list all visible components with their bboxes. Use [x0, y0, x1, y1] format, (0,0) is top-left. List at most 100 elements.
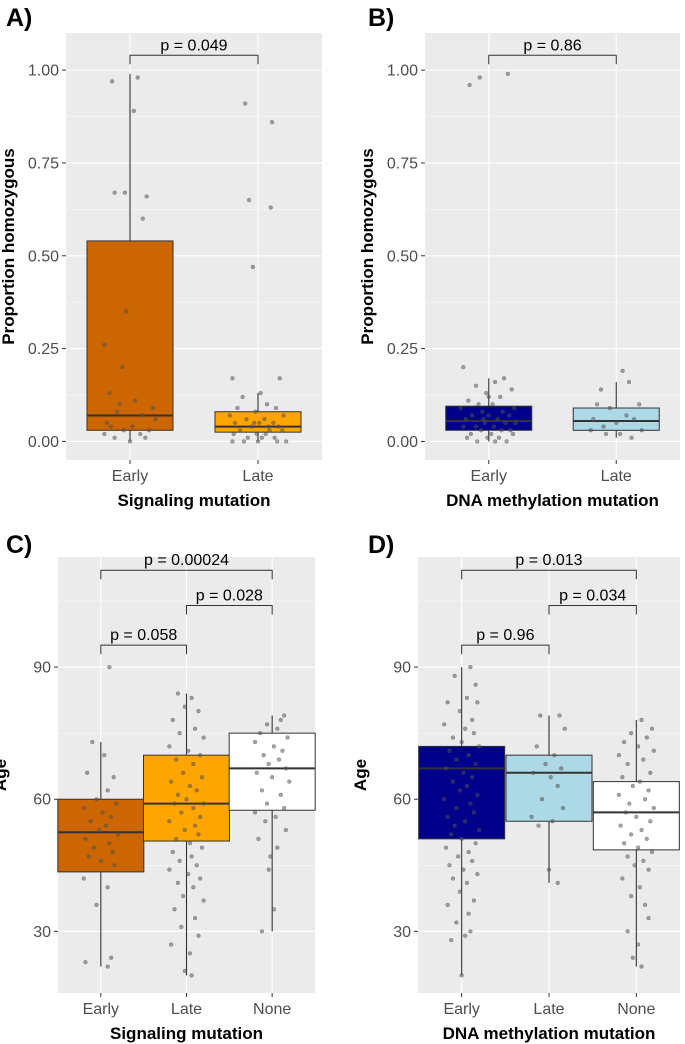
data-point: [175, 792, 181, 797]
data-point: [194, 788, 199, 793]
box-none: [228, 732, 316, 811]
y-tick-label: 0.50: [28, 248, 59, 265]
data-point: [454, 920, 459, 925]
data-point: [262, 417, 267, 422]
y-tick-label: 30: [393, 924, 411, 941]
data-point: [482, 420, 488, 426]
data-point: [102, 342, 107, 348]
data-point: [463, 417, 468, 422]
data-point: [81, 805, 86, 811]
data-point: [623, 810, 629, 815]
data-point: [243, 101, 248, 106]
data-point: [499, 428, 504, 433]
data-point: [192, 726, 198, 731]
data-point: [196, 933, 201, 938]
panel-b: 0.00 0.25 0.50 0.75 1.00 Early Late p = 0.86 DNA…: [358, 4, 680, 510]
data-point: [510, 431, 516, 437]
data-point: [275, 439, 280, 444]
data-point: [634, 814, 639, 819]
data-point: [620, 775, 625, 780]
data-point: [480, 409, 485, 414]
data-point: [461, 867, 466, 872]
data-point: [135, 75, 140, 80]
data-point: [230, 439, 235, 444]
data-point: [476, 402, 481, 407]
data-point: [271, 420, 276, 426]
data-point: [624, 413, 629, 418]
data-point: [282, 713, 287, 718]
data-point: [475, 871, 480, 877]
data-point: [635, 942, 641, 947]
data-point: [489, 431, 494, 437]
data-point: [471, 810, 477, 815]
data-point: [464, 880, 470, 886]
data-point: [194, 863, 199, 868]
data-point: [230, 376, 235, 381]
data-point: [492, 439, 498, 444]
data-point: [639, 827, 644, 833]
data-point: [261, 753, 266, 758]
data-point: [632, 863, 637, 868]
data-point: [278, 792, 283, 797]
data-point: [140, 216, 145, 221]
data-point: [88, 819, 93, 824]
data-point: [96, 827, 102, 833]
data-point: [476, 744, 482, 749]
data-point: [464, 783, 470, 789]
x-tick-label: Early: [471, 468, 507, 485]
data-point: [459, 739, 464, 745]
data-point: [170, 717, 175, 723]
data-point: [648, 819, 653, 824]
data-point: [550, 819, 555, 824]
data-point: [81, 876, 86, 881]
data-point: [445, 700, 450, 705]
data-point: [107, 664, 112, 670]
data-point: [443, 766, 449, 771]
data-point: [184, 797, 189, 802]
data-point: [635, 744, 641, 749]
data-point: [539, 797, 545, 802]
data-point: [644, 836, 649, 842]
y-tick-label: 0.75: [28, 155, 59, 172]
data-point: [601, 424, 606, 429]
y-tick-label: 90: [33, 660, 51, 677]
data-point: [445, 814, 450, 819]
data-point: [167, 744, 172, 749]
data-point: [642, 797, 648, 802]
data-point: [543, 761, 548, 767]
panel-tag: D): [368, 531, 394, 559]
data-point: [534, 744, 539, 749]
data-point: [473, 682, 478, 687]
data-point: [196, 832, 201, 837]
data-point: [281, 413, 286, 418]
data-point: [646, 788, 651, 793]
data-point: [252, 420, 257, 426]
data-point: [598, 387, 604, 392]
data-point: [198, 814, 203, 819]
data-point: [240, 394, 245, 400]
significance-bracket: [186, 604, 273, 615]
panel-tag: B): [368, 4, 394, 32]
data-point: [186, 748, 191, 753]
data-point: [504, 439, 509, 444]
data-point: [466, 911, 471, 916]
panel-tag: A): [6, 4, 32, 32]
data-point: [490, 402, 495, 407]
data-point: [110, 849, 115, 855]
data-point: [201, 898, 206, 903]
data-point: [271, 907, 277, 912]
data-point: [536, 823, 541, 828]
data-point: [153, 417, 158, 422]
box-late: [505, 754, 593, 822]
y-tick-label: 0.25: [387, 341, 418, 358]
data-point: [192, 915, 198, 921]
data-point: [628, 893, 634, 899]
x-tick-label: Late: [533, 1001, 564, 1018]
p-value-label: p = 0.058: [110, 627, 177, 644]
data-point: [481, 417, 486, 422]
x-tick-label: None: [617, 1001, 655, 1018]
data-point: [468, 929, 473, 934]
data-point: [639, 428, 644, 433]
data-point: [621, 739, 627, 745]
data-point: [268, 205, 273, 210]
